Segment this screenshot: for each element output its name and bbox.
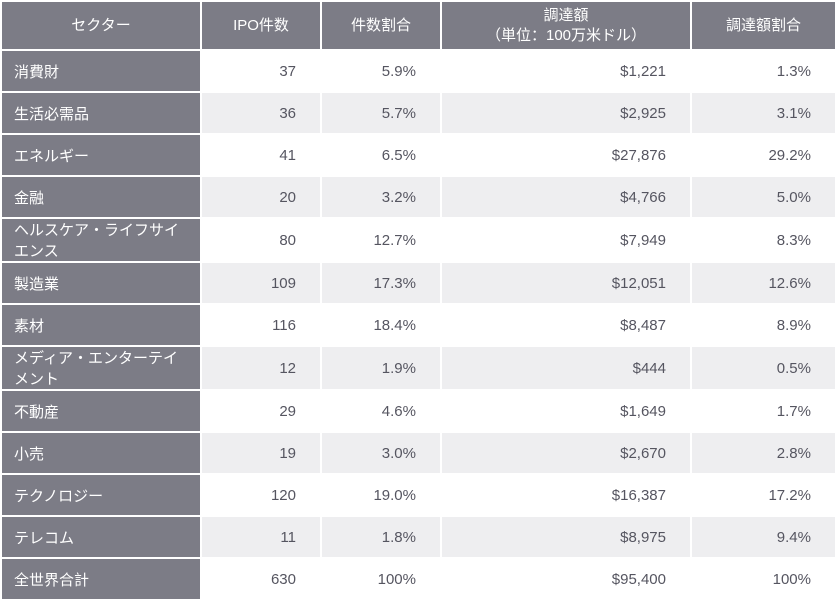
table-row: 全世界合計630100%$95,400100% <box>1 558 835 600</box>
sector-cell: 不動産 <box>1 390 201 432</box>
amount-cell: $444 <box>441 346 691 390</box>
amount-cell: $12,051 <box>441 262 691 304</box>
column-header: IPO件数 <box>201 1 321 50</box>
sector-cell: 全世界合計 <box>1 558 201 600</box>
ipo-count-cell: 12 <box>201 346 321 390</box>
sector-cell: テレコム <box>1 516 201 558</box>
table-row: 製造業10917.3%$12,05112.6% <box>1 262 835 304</box>
ipo-sector-table: セクターIPO件数件数割合調達額（単位：100万米ドル）調達額割合 消費財375… <box>0 0 835 601</box>
sector-cell: ヘルスケア・ライフサイエンス <box>1 218 201 262</box>
count-pct-cell: 4.6% <box>321 390 441 432</box>
amount-pct-cell: 1.7% <box>691 390 835 432</box>
amount-pct-cell: 100% <box>691 558 835 600</box>
amount-cell: $16,387 <box>441 474 691 516</box>
ipo-count-cell: 36 <box>201 92 321 134</box>
amount-pct-cell: 9.4% <box>691 516 835 558</box>
count-pct-cell: 100% <box>321 558 441 600</box>
count-pct-cell: 5.7% <box>321 92 441 134</box>
sector-cell: 消費財 <box>1 50 201 92</box>
count-pct-cell: 18.4% <box>321 304 441 346</box>
table-row: エネルギー416.5%$27,87629.2% <box>1 134 835 176</box>
ipo-count-cell: 116 <box>201 304 321 346</box>
amount-pct-cell: 1.3% <box>691 50 835 92</box>
ipo-count-cell: 109 <box>201 262 321 304</box>
sector-cell: エネルギー <box>1 134 201 176</box>
amount-cell: $2,670 <box>441 432 691 474</box>
column-header: 件数割合 <box>321 1 441 50</box>
count-pct-cell: 3.2% <box>321 176 441 218</box>
ipo-count-cell: 630 <box>201 558 321 600</box>
sector-cell: 小売 <box>1 432 201 474</box>
column-header: 調達額割合 <box>691 1 835 50</box>
sector-cell: 製造業 <box>1 262 201 304</box>
column-header: 調達額（単位：100万米ドル） <box>441 1 691 50</box>
amount-cell: $8,487 <box>441 304 691 346</box>
ipo-count-cell: 11 <box>201 516 321 558</box>
table-row: 小売193.0%$2,6702.8% <box>1 432 835 474</box>
amount-pct-cell: 17.2% <box>691 474 835 516</box>
amount-pct-cell: 12.6% <box>691 262 835 304</box>
amount-pct-cell: 3.1% <box>691 92 835 134</box>
amount-cell: $1,221 <box>441 50 691 92</box>
column-header: セクター <box>1 1 201 50</box>
amount-cell: $2,925 <box>441 92 691 134</box>
table-row: テレコム111.8%$8,9759.4% <box>1 516 835 558</box>
ipo-count-cell: 19 <box>201 432 321 474</box>
ipo-count-cell: 80 <box>201 218 321 262</box>
sector-cell: 素材 <box>1 304 201 346</box>
count-pct-cell: 6.5% <box>321 134 441 176</box>
amount-cell: $4,766 <box>441 176 691 218</box>
table-row: テクノロジー12019.0%$16,38717.2% <box>1 474 835 516</box>
count-pct-cell: 12.7% <box>321 218 441 262</box>
amount-cell: $95,400 <box>441 558 691 600</box>
amount-pct-cell: 8.9% <box>691 304 835 346</box>
table-row: 素材11618.4%$8,4878.9% <box>1 304 835 346</box>
count-pct-cell: 3.0% <box>321 432 441 474</box>
count-pct-cell: 1.8% <box>321 516 441 558</box>
ipo-count-cell: 20 <box>201 176 321 218</box>
table-row: 生活必需品365.7%$2,9253.1% <box>1 92 835 134</box>
amount-pct-cell: 0.5% <box>691 346 835 390</box>
ipo-count-cell: 29 <box>201 390 321 432</box>
table-row: メディア・エンターテイメント121.9%$4440.5% <box>1 346 835 390</box>
count-pct-cell: 1.9% <box>321 346 441 390</box>
count-pct-cell: 19.0% <box>321 474 441 516</box>
amount-pct-cell: 8.3% <box>691 218 835 262</box>
sector-cell: メディア・エンターテイメント <box>1 346 201 390</box>
ipo-count-cell: 41 <box>201 134 321 176</box>
amount-cell: $1,649 <box>441 390 691 432</box>
sector-cell: テクノロジー <box>1 474 201 516</box>
count-pct-cell: 5.9% <box>321 50 441 92</box>
table-header: セクターIPO件数件数割合調達額（単位：100万米ドル）調達額割合 <box>1 1 835 50</box>
amount-cell: $27,876 <box>441 134 691 176</box>
count-pct-cell: 17.3% <box>321 262 441 304</box>
amount-cell: $8,975 <box>441 516 691 558</box>
table-row: ヘルスケア・ライフサイエンス8012.7%$7,9498.3% <box>1 218 835 262</box>
table-row: 消費財375.9%$1,2211.3% <box>1 50 835 92</box>
table-row: 不動産294.6%$1,6491.7% <box>1 390 835 432</box>
ipo-count-cell: 37 <box>201 50 321 92</box>
sector-cell: 金融 <box>1 176 201 218</box>
sector-cell: 生活必需品 <box>1 92 201 134</box>
amount-pct-cell: 5.0% <box>691 176 835 218</box>
table-row: 金融203.2%$4,7665.0% <box>1 176 835 218</box>
amount-cell: $7,949 <box>441 218 691 262</box>
ipo-count-cell: 120 <box>201 474 321 516</box>
amount-pct-cell: 2.8% <box>691 432 835 474</box>
table-body: 消費財375.9%$1,2211.3%生活必需品365.7%$2,9253.1%… <box>1 50 835 600</box>
amount-pct-cell: 29.2% <box>691 134 835 176</box>
